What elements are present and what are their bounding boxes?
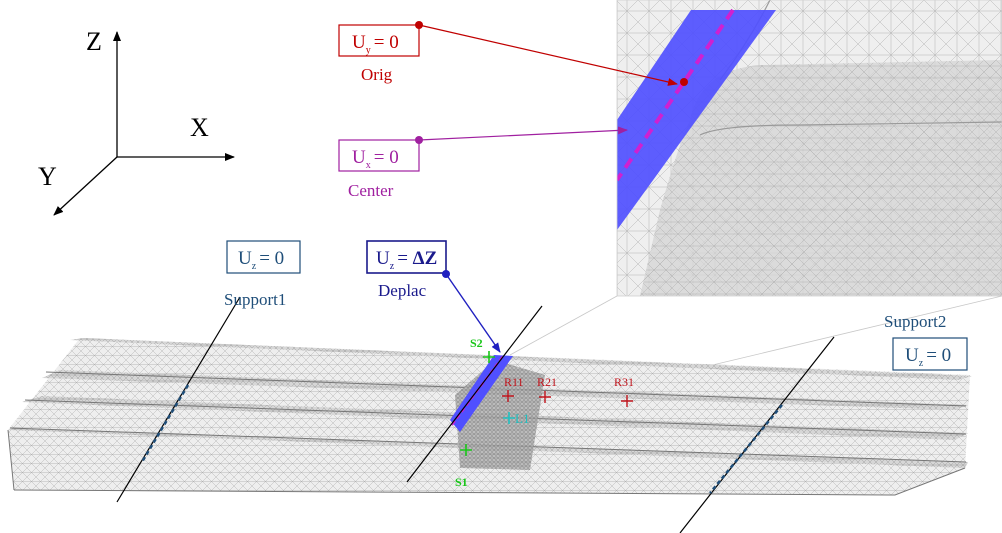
bc-support2-name: Support2	[884, 312, 946, 331]
gauge-s1-label: S1	[455, 475, 468, 489]
bc-deplac-subscript: z	[390, 261, 395, 272]
svg-text:Uz= 0: Uz = 0	[238, 248, 284, 272]
support-lines	[116, 296, 835, 533]
gauge-r31: R31	[614, 375, 634, 407]
plate-constrained-face	[450, 355, 513, 432]
svg-text:Uz= ΔZ: Uz = ΔZ	[376, 248, 437, 272]
zoom-edge-line	[699, 121, 1002, 136]
x-axis-label: X	[190, 113, 209, 142]
bc-center-value: = 0	[374, 147, 399, 168]
bc-support1-subscript: z	[252, 261, 257, 272]
y-axis-label: Y	[38, 162, 57, 191]
bc-support1-box	[226, 240, 301, 274]
gauge-r21: R21	[537, 375, 557, 403]
bc-support2-symbol: U	[905, 345, 919, 366]
bc-support2: Support2 Uz = 0	[884, 312, 968, 371]
zoom-leader-left	[509, 295, 618, 356]
svg-text:Ux= 0: Ux = 0	[352, 147, 399, 171]
plate-rear-edge	[70, 338, 972, 380]
gauge-r11-label: R11	[504, 375, 524, 389]
plate-model	[7, 338, 972, 496]
bc-support1: Uz = 0 Support1	[224, 240, 301, 309]
bc-orig-subscript: y	[366, 45, 371, 56]
bc-orig-target	[680, 78, 688, 86]
bc-support2-subscript: z	[919, 358, 924, 369]
support1-dashed-line	[140, 384, 190, 463]
bc-center-name: Center	[348, 181, 394, 200]
axis-triad: Z X Y	[38, 27, 235, 216]
bc-center-leader	[418, 126, 628, 141]
bc-deplac-leader	[445, 273, 501, 353]
strain-gauges: S1 S2 R11 R21 R31 L1	[455, 336, 634, 489]
z-axis-label: Z	[86, 27, 102, 56]
gauge-s1: S1	[455, 444, 472, 489]
bc-orig-box	[338, 24, 420, 57]
bc-support2-value: = 0	[926, 345, 951, 366]
bc-orig-name: Orig	[361, 65, 393, 84]
gauge-r21-label: R21	[537, 375, 557, 389]
gauge-s2: S2	[470, 336, 495, 363]
bc-deplac-value-bold: ΔZ	[413, 248, 438, 269]
bc-center-subscript: x	[366, 160, 371, 171]
y-axis-arrow	[53, 156, 118, 216]
gauge-r31-label: R31	[614, 375, 634, 389]
bc-support1-value: = 0	[259, 248, 284, 269]
bc-orig: Uy = 0 Orig	[338, 21, 688, 86]
bc-center-box	[338, 139, 420, 172]
bc-deplac-name: Deplac	[378, 281, 427, 300]
svg-text:Uy= 0: Uy = 0	[352, 32, 399, 56]
support2-dashed-line	[709, 404, 783, 494]
svg-text:Uz= 0: Uz = 0	[905, 345, 951, 369]
bc-orig-value: = 0	[374, 32, 399, 53]
bc-support1-symbol: U	[238, 248, 252, 269]
support2-axis-line	[679, 336, 835, 533]
bc-support1-name: Support1	[224, 290, 286, 309]
constrained-face	[617, 10, 776, 230]
bc-center: Ux = 0 Center	[338, 126, 628, 200]
gauge-s2-label: S2	[470, 336, 483, 350]
zoom-leader-right	[699, 295, 1002, 369]
gauge-r11: R11	[502, 375, 524, 402]
bc-orig-leader	[418, 24, 678, 86]
bc-support2-box	[892, 337, 968, 371]
gauge-l1-label: L1	[515, 411, 529, 426]
bc-orig-symbol: U	[352, 32, 366, 53]
deplac-axis-line	[406, 305, 543, 483]
bc-deplac-box	[366, 240, 447, 274]
center-line	[617, 8, 735, 182]
zoom-detail-panel	[509, 0, 1002, 369]
bc-deplac-value: =	[397, 248, 412, 269]
gauge-l1: L1	[503, 411, 529, 426]
zoom-groove-surface	[640, 60, 1002, 296]
bc-deplac: Uz = ΔZ Deplac	[366, 240, 501, 353]
bc-center-symbol: U	[352, 147, 366, 168]
bc-deplac-symbol: U	[376, 248, 390, 269]
